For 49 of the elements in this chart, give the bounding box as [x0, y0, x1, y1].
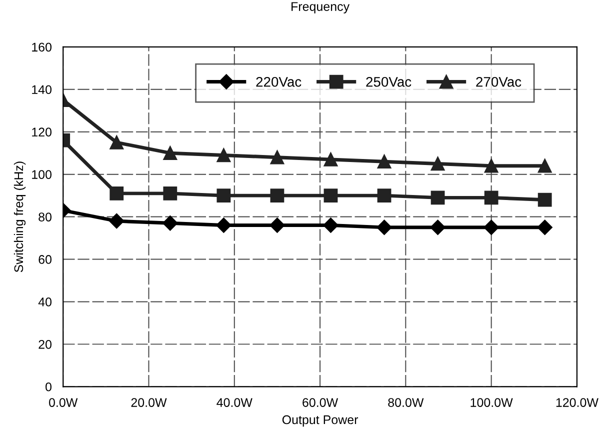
point: [377, 188, 392, 203]
point: [163, 146, 178, 160]
x-tick-label: 20.0W: [131, 398, 167, 407]
x-tick-label: 80.0W: [388, 398, 424, 407]
x-tick-label: 60.0W: [302, 398, 338, 407]
point: [484, 220, 499, 235]
point: [430, 156, 445, 171]
y-tick-label: 140: [32, 85, 52, 94]
point: [216, 188, 231, 203]
y-tick-label: 60: [38, 255, 52, 264]
y-tick-label: 100: [32, 170, 52, 179]
legend-label: 220Vac: [256, 76, 302, 87]
y-tick-label: 40: [38, 298, 52, 306]
point: [538, 158, 552, 173]
x-axis-title: Output Power: [282, 415, 358, 427]
point: [270, 188, 284, 203]
point: [324, 188, 338, 203]
point: [537, 220, 552, 235]
point: [376, 220, 392, 235]
point: [270, 150, 284, 164]
x-tick-label: 40.0W: [216, 398, 252, 407]
y-tick-label: 80: [38, 212, 52, 222]
point: [538, 192, 552, 207]
point: [430, 220, 446, 235]
x-tick-label: 0.0W: [49, 398, 78, 407]
point: [216, 218, 232, 233]
point: [109, 213, 124, 229]
point: [484, 190, 498, 205]
y-axis-title: Switching freq (kHz): [14, 162, 26, 272]
point: [163, 186, 178, 200]
y-tick-label: 120: [32, 128, 52, 137]
point: [162, 216, 178, 231]
point: [110, 136, 124, 150]
point: [324, 152, 338, 166]
x-tick-label: 100.0W: [470, 398, 513, 407]
point: [430, 190, 445, 205]
y-tick-label: 20: [38, 340, 52, 349]
point: [323, 218, 338, 233]
x-tick-label: 120.0W: [556, 398, 598, 407]
point: [216, 148, 231, 162]
point: [270, 218, 285, 233]
chart-title: Frequency: [292, 2, 350, 14]
legend-label: 270Vac: [476, 76, 522, 87]
point: [484, 158, 498, 173]
point: [377, 154, 392, 169]
legend-label: 250Vac: [366, 76, 412, 87]
y-tick-label: 160: [32, 42, 52, 52]
y-tick-label: 0: [46, 382, 52, 392]
point: [110, 186, 124, 200]
